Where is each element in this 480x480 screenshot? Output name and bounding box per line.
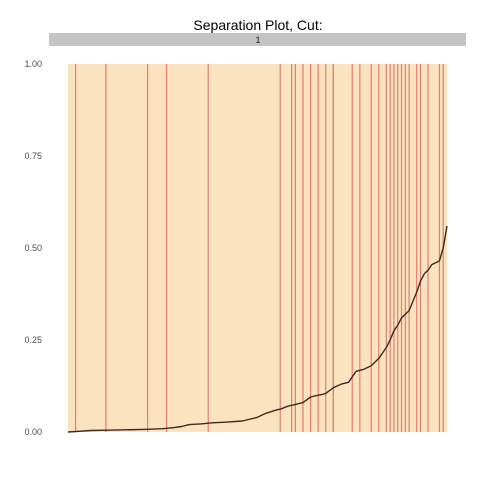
facet-strip [49, 33, 466, 46]
facet-strip-label: 1 [255, 35, 260, 45]
event-lines [74, 64, 444, 432]
y-tick-label: 0.00 [24, 427, 42, 437]
y-tick-label: 1.00 [24, 59, 42, 69]
y-tick-label: 0.25 [24, 335, 42, 345]
y-tick-label: 0.50 [24, 243, 42, 253]
y-axis: 0.00 0.25 0.50 0.75 1.00 [24, 59, 42, 437]
y-tick-label: 0.75 [24, 151, 42, 161]
plot-background [68, 64, 447, 432]
predicted-probability-curve [67, 225, 448, 433]
chart-title: Separation Plot, Cut: [193, 17, 322, 33]
